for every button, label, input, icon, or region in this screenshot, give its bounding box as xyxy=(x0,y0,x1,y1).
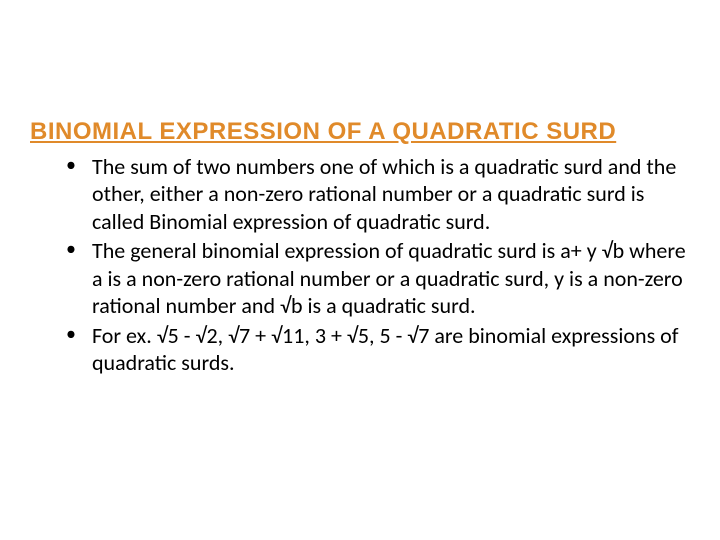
bullet-text: For ex. √5 - √2, √7 + √11, 3 + √5, 5 - √… xyxy=(92,322,678,377)
slide-heading: BINOMIAL EXPRESSION OF A QUADRATIC SURD xyxy=(30,118,690,147)
bullet-text: The general binomial expression of quadr… xyxy=(92,237,686,319)
list-item: The sum of two numbers one of which is a… xyxy=(92,153,690,236)
list-item: The general binomial expression of quadr… xyxy=(92,237,690,320)
list-item: For ex. √5 - √2, √7 + √11, 3 + √5, 5 - √… xyxy=(92,322,690,377)
bullet-list: The sum of two numbers one of which is a… xyxy=(30,153,690,377)
slide-container: BINOMIAL EXPRESSION OF A QUADRATIC SURD … xyxy=(0,0,720,540)
bullet-text: The sum of two numbers one of which is a… xyxy=(92,153,676,235)
